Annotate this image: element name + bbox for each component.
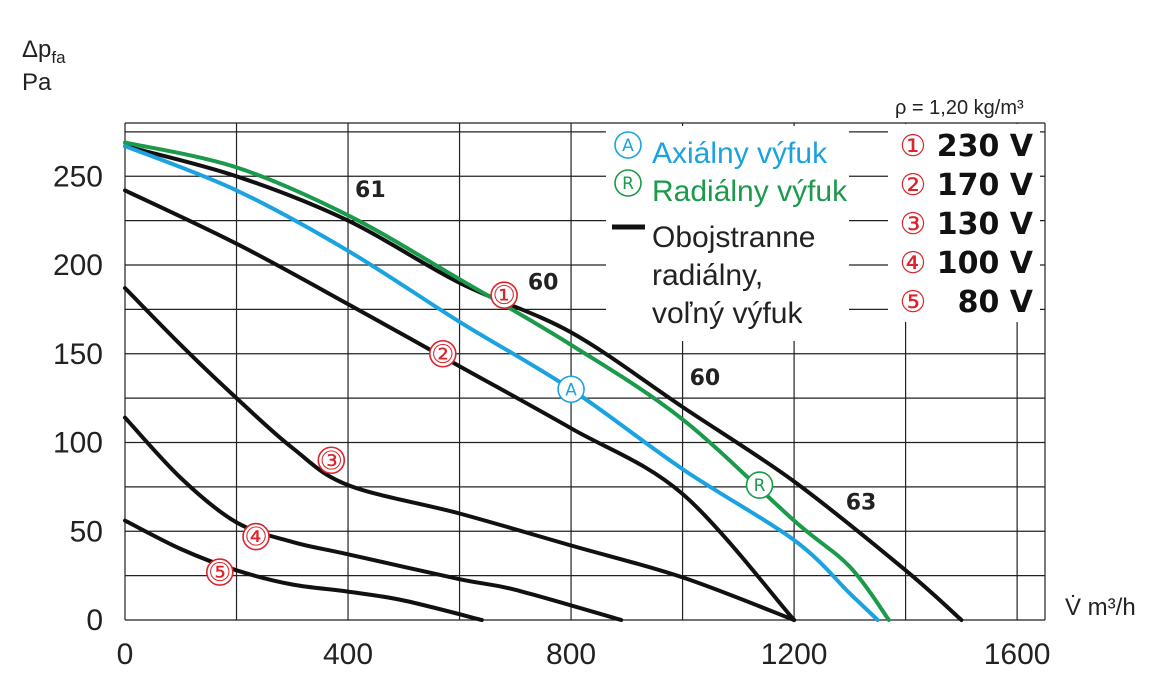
voltage-label: 100 V [937,246,1034,281]
legend-marker-label: R [622,174,634,194]
series-marker [242,522,270,551]
chart-series-markers: ① ② ③ ④⑤ A R [205,281,774,588]
y-tick-label: 100 [53,427,103,460]
series-line-2 [123,286,797,622]
curve-label-bg [354,177,387,203]
series-marker-label: R [754,476,766,496]
series-line-6 [123,140,891,622]
series-marker-label: ⑤ [208,558,231,588]
series-marker [317,446,346,475]
voltage-symbol: ⑤ [900,285,927,320]
series-marker [205,558,234,586]
legend-label: voľný výfuk [652,297,803,330]
series-line-4 [123,518,484,622]
x-tick-label: 800 [546,638,596,671]
curve-label: 61 [355,178,386,203]
series-line-0 [123,144,964,622]
x-axis-label: V̇ m³/h [1065,593,1136,621]
voltage-symbol: ④ [900,246,927,281]
curve-label: 63 [846,490,877,515]
series-marker [490,281,518,309]
series-marker-label: ② [431,340,454,370]
series-marker-label: ① [492,281,515,311]
voltage-symbol: ① [900,129,927,164]
series-marker-label: A [565,380,577,400]
series-marker [429,339,457,368]
series-line-3 [123,415,624,622]
series-marker [745,471,774,499]
y-tick-label: 50 [70,515,103,548]
y-tick-label: 250 [53,160,103,193]
density-note: ρ = 1,20 kg/m³ [895,97,1024,119]
x-tick-label: 400 [323,638,373,671]
legend-label: Axiálny výfuk [652,137,828,170]
series-line-5 [123,144,880,622]
voltage-symbol: ② [900,168,927,203]
voltage-label: 80 V [958,285,1034,320]
series-marker-label: ③ [320,446,343,476]
chart-curve-labels: 61 60 60 63 [354,177,877,516]
y-tick-label: 200 [53,249,103,282]
legend-marker [614,169,642,197]
x-tick-label: 1200 [761,638,828,671]
y-tick-label: 0 [86,604,103,637]
legend-marker-label: A [622,136,634,156]
curve-label: 60 [528,270,559,295]
legend-label: Radiálny výfuk [652,175,848,208]
chart-curves [123,140,964,622]
legend: A Axiálny výfuk R Radiálny výfuk Obojstranne… [606,126,849,341]
chart-ticks: 0 400 800 1200 1600 0 50 100 150 200 250 [53,160,1051,671]
y-axis-unit: Pa [22,69,52,96]
series-marker [557,375,585,404]
voltage-legend: ① 230 V ② 170 V ③ 130 V ④ 100 V ⑤ 80 V [888,124,1040,322]
series-line-1 [123,188,797,622]
voltage-label: 130 V [937,207,1034,242]
x-tick-label: 1600 [984,638,1051,671]
series-marker-label: ④ [244,523,267,553]
voltage-label: 170 V [937,168,1034,203]
curve-label: 60 [690,366,721,391]
x-tick-label: 0 [117,638,134,671]
legend-label: Obojstranne [652,221,815,254]
y-axis-label: Δpfa [22,36,66,67]
curve-label-bg [688,365,721,392]
curve-label-bg [845,489,877,516]
voltage-legend-background [888,124,1040,322]
y-tick-label: 150 [53,338,103,371]
legend-marker [614,131,642,159]
voltage-label: 230 V [937,129,1034,164]
legend-background [606,126,849,341]
curve-label-bg [527,269,560,296]
legend-label: radiálny, [652,259,763,292]
voltage-symbol: ③ [900,207,927,242]
